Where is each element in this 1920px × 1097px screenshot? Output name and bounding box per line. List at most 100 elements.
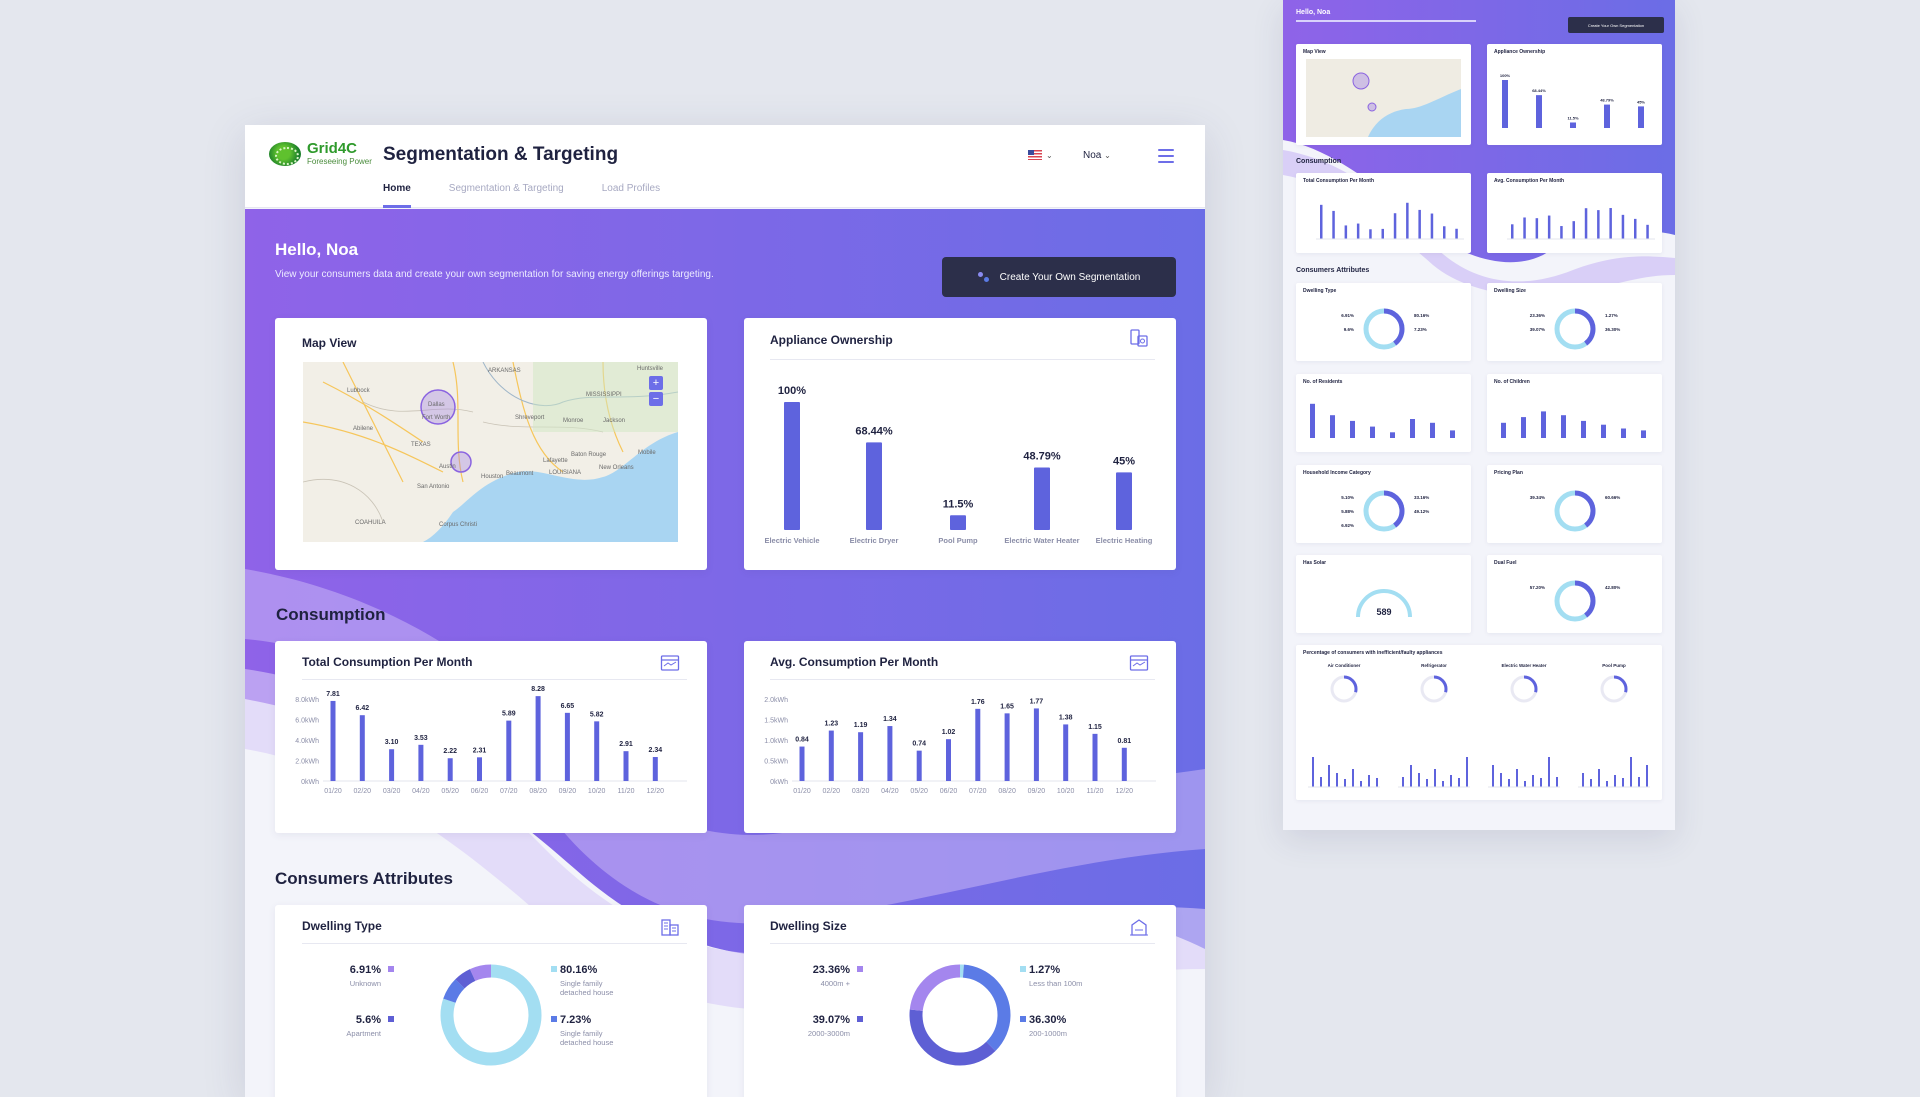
bar-value-label: 3.10 (385, 739, 399, 746)
preview-card-title: Avg. Consumption Per Month (1494, 178, 1565, 184)
preview-bar (1597, 210, 1600, 239)
bar-value-label: 0.81 (1117, 738, 1131, 745)
tab-home[interactable]: Home (383, 179, 411, 208)
hamburger-menu-icon[interactable] (1158, 149, 1174, 167)
bar-value-label: 100% (778, 385, 806, 397)
bar-value-label: 1.23 (824, 721, 838, 728)
appliance-bar (950, 515, 966, 530)
y-tick-label: 2.0kWh (764, 697, 788, 704)
bar-category-label: Electric Dryer (850, 536, 899, 545)
building-icon (661, 919, 679, 936)
preview-bar (1310, 403, 1315, 438)
tab-segmentation[interactable]: Segmentation & Targeting (448, 183, 564, 194)
preview-appliance-name: Air Conditioner (1328, 663, 1361, 668)
dwelling-size-card: Dwelling Size 1.27% Less than 100m 36.30% 2… (744, 905, 1176, 1097)
preview-avg-chart (1507, 208, 1655, 240)
preview-bar (1418, 209, 1421, 239)
avg-consumption-card: Avg. Consumption Per Month 2.0kWh 1.5kWh 1… (744, 641, 1176, 833)
map-label: Mobile (638, 450, 656, 456)
language-selector[interactable]: ⌄ (1028, 150, 1053, 160)
preview-bar (1606, 781, 1608, 787)
chevron-down-icon: ⌄ (1046, 150, 1053, 160)
legend-swatch (551, 1016, 557, 1022)
legend-name: Single family (560, 979, 603, 988)
preview-bar (1312, 757, 1314, 787)
x-tick-label: 08/20 (998, 788, 1016, 795)
map-label: Lafayette (543, 458, 568, 464)
y-tick-label: 0.5kWh (764, 759, 788, 766)
preview-bar (1350, 420, 1355, 438)
user-menu[interactable]: Noa ⌄ (1083, 150, 1111, 161)
preview-appliance-name: Refrigerator (1421, 663, 1447, 668)
dallas-cluster-marker[interactable] (420, 389, 456, 425)
preview-donut-slice (1363, 490, 1405, 532)
segments-icon (977, 272, 992, 282)
bar-value-label: 1.19 (854, 722, 868, 729)
preview-bar (1455, 228, 1458, 239)
dwelling-type-title: Dwelling Type (302, 919, 382, 933)
map-label: Houston (481, 474, 504, 480)
appliance-bar (1034, 467, 1050, 530)
preview-bar-label: 48.79% (1600, 98, 1614, 103)
preview-bar (1508, 779, 1510, 787)
preview-avg-card: Avg. Consumption Per Month (1487, 173, 1662, 253)
y-tick-label: 2.0kWh (295, 759, 319, 766)
y-tick-label: 0kWh (770, 779, 788, 786)
bar-value-label: 1.76 (971, 699, 985, 706)
legend-value: 1.27% (1029, 964, 1060, 976)
bar-value-label: 2.91 (619, 741, 633, 748)
legend-swatch (857, 966, 863, 972)
legend-name: detached house (560, 1038, 613, 1047)
company-logo[interactable]: Grid4C Foreseeing Power (269, 141, 372, 166)
x-tick-label: 07/20 (500, 788, 518, 795)
x-tick-label: 02/20 (354, 788, 372, 795)
preview-create-button[interactable]: Create Your Own Segmentation (1568, 17, 1664, 33)
calendar-icon[interactable] (1129, 653, 1149, 673)
card-divider (302, 943, 687, 944)
preview-attribute-chart: 57.20% 42.80% (1530, 580, 1620, 622)
calendar-icon[interactable] (660, 653, 680, 673)
preview-attribute-chart: 23.36% 39.07% 1.27% 36.30% (1530, 308, 1620, 350)
preview-bar (1622, 778, 1624, 787)
preview-attribute-card: Dwelling Size 23.36% 39.07% 1.27% 36.30% (1487, 283, 1662, 361)
legend-swatch (1020, 1016, 1026, 1022)
preview-card-title: Appliance Ownership (1494, 49, 1546, 55)
tab-load-profiles[interactable]: Load Profiles (601, 183, 661, 194)
preview-legend-value: 49.12% (1414, 509, 1429, 514)
preview-bar (1426, 779, 1428, 787)
map-label: Huntsville (637, 366, 664, 372)
legend-value: 6.91% (350, 964, 381, 976)
dwelling-type-card: Dwelling Type 80.16% Single family detache… (275, 905, 707, 1097)
legend-name: Unknown (350, 979, 381, 988)
preview-bar (1376, 778, 1378, 787)
preview-bar (1621, 214, 1625, 239)
preview-bar (1638, 106, 1644, 128)
preview-legend-value: 42.80% (1605, 585, 1620, 590)
map[interactable]: Lubbock ARKANSAS MISSISSIPPI Dallas Fort… (303, 362, 678, 542)
bar-value-label: 2.34 (648, 747, 662, 754)
zoom-out-button[interactable]: − (649, 392, 663, 406)
y-tick-label: 8.0kWh (295, 697, 319, 704)
zoom-in-button[interactable]: + (649, 376, 663, 390)
preview-appliance-card: Appliance Ownership 100% 68.44% 11.5% 48.79… (1487, 44, 1662, 145)
preview-bar (1511, 224, 1514, 239)
create-segmentation-button[interactable]: Create Your Own Segmentation (942, 257, 1176, 297)
month-bar (975, 708, 981, 781)
map-label: Abilene (353, 426, 374, 432)
card-divider (770, 943, 1155, 944)
x-tick-label: 05/20 (910, 788, 928, 795)
bar-value-label: 8.28 (531, 686, 545, 693)
map-label: ARKANSAS (488, 368, 521, 374)
preview-legend-value: 6.92% (1341, 523, 1354, 528)
grid4c-logo-icon (269, 141, 301, 166)
preview-donut-slice (1554, 490, 1596, 532)
legend-swatch (388, 966, 394, 972)
preview-bar (1336, 773, 1338, 787)
preview-bar (1572, 221, 1575, 239)
month-bar (477, 757, 482, 781)
preview-legend-value: 1.27% (1605, 313, 1618, 318)
preview-bar (1516, 769, 1518, 787)
legend-name: Apartment (346, 1029, 382, 1038)
houston-cluster-marker[interactable] (450, 451, 472, 473)
preview-bar (1443, 226, 1446, 239)
